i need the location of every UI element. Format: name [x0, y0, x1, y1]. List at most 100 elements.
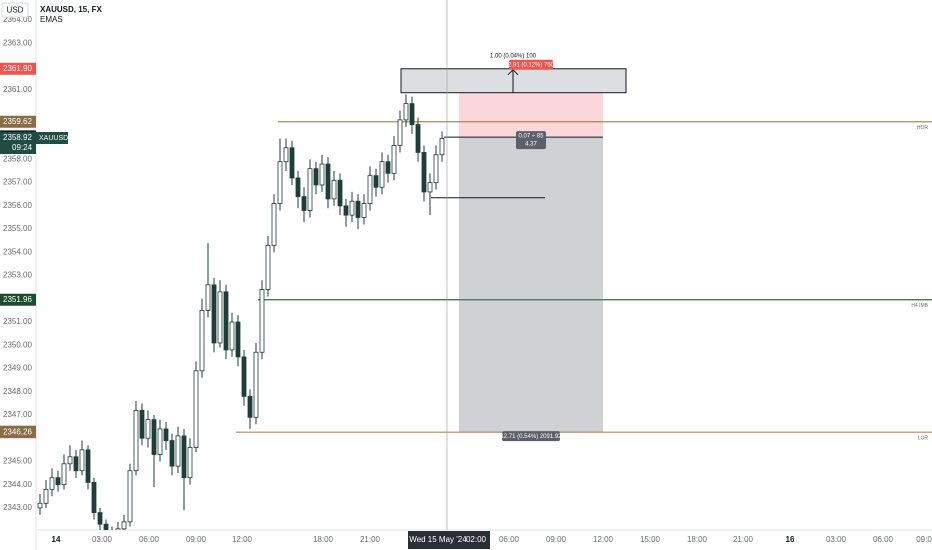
y-tick-label: 2348.00	[3, 387, 32, 396]
y-tick-label: 2344.00	[3, 480, 32, 489]
y-tick-label: 2356.00	[3, 201, 32, 210]
candle-body	[385, 161, 391, 174]
price-badge-label: 2351.96	[3, 295, 32, 304]
y-tick-label: 2363.00	[3, 38, 32, 47]
price-badge	[0, 293, 36, 306]
candle-body	[37, 502, 43, 509]
chart-title: XAUUSD, 15, FX	[40, 5, 102, 14]
candle-body	[235, 321, 241, 358]
candle-body	[271, 203, 277, 246]
x-tick-label: 02:00	[466, 535, 487, 544]
candle-body	[319, 163, 325, 186]
position-label: 0.07 ÷ 85	[519, 134, 545, 140]
y-tick-label: 2355.00	[3, 224, 32, 233]
candle-body	[313, 168, 319, 186]
position-label: 1.00 (0.04%) 100	[490, 53, 537, 59]
candle-body	[199, 310, 205, 372]
arrow-head	[507, 69, 519, 76]
candle-body	[301, 196, 307, 211]
x-tick-label: 21:00	[360, 535, 381, 544]
x-tick-label: Wed 15 May '24	[409, 535, 467, 544]
chart-subtitle: EMAS	[40, 15, 63, 24]
price-badge	[0, 426, 36, 439]
axes: 2364.00 2363.00 2361.00 2358.00 2357.00 2356.…	[3, 15, 932, 549]
candle-body	[151, 419, 157, 455]
x-tick-label: 18:00	[687, 535, 708, 544]
candle-body	[97, 512, 103, 525]
stop-zone	[459, 92, 603, 138]
candle-body	[427, 182, 433, 193]
price-badge-label: 2361.90	[3, 64, 32, 73]
x-tick-label: 12:00	[593, 535, 614, 544]
candle-body	[211, 284, 217, 344]
candle-body	[67, 456, 73, 465]
candle-body	[181, 435, 187, 479]
position-label-box	[509, 59, 553, 70]
y-tick-label: 2358.00	[3, 155, 32, 164]
price-badge	[0, 115, 36, 128]
candle-body	[289, 147, 295, 179]
candle-body	[433, 154, 439, 184]
candle-body	[91, 481, 97, 513]
x-tick-label: 06:00	[139, 535, 160, 544]
candle-body	[265, 244, 271, 290]
price-badge	[0, 62, 36, 75]
candle-body	[73, 456, 79, 472]
level-label: LOR	[918, 436, 929, 442]
y-tick-label: 2350.00	[3, 340, 32, 349]
candle-body	[163, 428, 169, 441]
candle-body	[115, 528, 121, 530]
target-zone	[459, 137, 603, 433]
y-tick-label: 2345.00	[3, 457, 32, 466]
y-tick-label: 2343.00	[3, 503, 32, 512]
candle-body	[247, 395, 253, 418]
candle-body	[439, 138, 445, 156]
level-label: HOR	[917, 125, 929, 131]
x-tick-label: 14	[52, 535, 61, 544]
candle-body	[49, 477, 55, 490]
y-tick-label: 2354.00	[3, 247, 32, 256]
position-label-box	[502, 431, 560, 442]
candle-body	[397, 119, 403, 146]
currency-box[interactable]	[1, 2, 29, 18]
candle-body	[133, 409, 139, 472]
candle-body	[325, 163, 331, 200]
position-label-box	[516, 131, 546, 150]
candle-body	[295, 177, 301, 197]
candle-body	[169, 440, 175, 467]
candle-body	[79, 449, 85, 472]
symbol-badge	[36, 132, 68, 145]
y-tick-label: 2351.00	[3, 317, 32, 326]
candle-body	[175, 435, 181, 467]
candle-body	[331, 179, 337, 200]
candle-body	[241, 356, 247, 397]
x-tick-label: 21:00	[733, 535, 754, 544]
x-tick-label: 03:00	[92, 535, 113, 544]
x-tick-label: 12:00	[232, 535, 253, 544]
price-badge-label: 2346.26	[3, 427, 32, 436]
candle-body	[361, 203, 367, 218]
last-price-label: 2358.92	[3, 133, 32, 142]
y-tick-label: 2349.00	[3, 364, 32, 373]
candle-body	[157, 428, 163, 455]
candle-body	[259, 289, 265, 353]
x-tick-label: 16	[786, 535, 795, 544]
y-tick-label: 2347.00	[3, 410, 32, 419]
x-tick-label: 06:00	[499, 535, 520, 544]
price-badge-label: 2359.62	[3, 117, 32, 126]
candle-body	[343, 205, 349, 216]
x-tick-label: 15:00	[640, 535, 661, 544]
candle-body	[367, 175, 373, 204]
x-tick-label: 06:00	[873, 535, 894, 544]
level-label: H4 IMB	[911, 303, 928, 309]
candle-body	[373, 175, 379, 188]
candle-body	[43, 488, 49, 504]
y-tick-label: 2361.00	[3, 85, 32, 94]
candle-body	[337, 179, 343, 207]
last-price-badge	[0, 132, 36, 155]
y-tick-label: 2353.00	[3, 271, 32, 280]
y-tick-label: 2357.00	[3, 178, 32, 187]
candle-body	[253, 351, 259, 418]
